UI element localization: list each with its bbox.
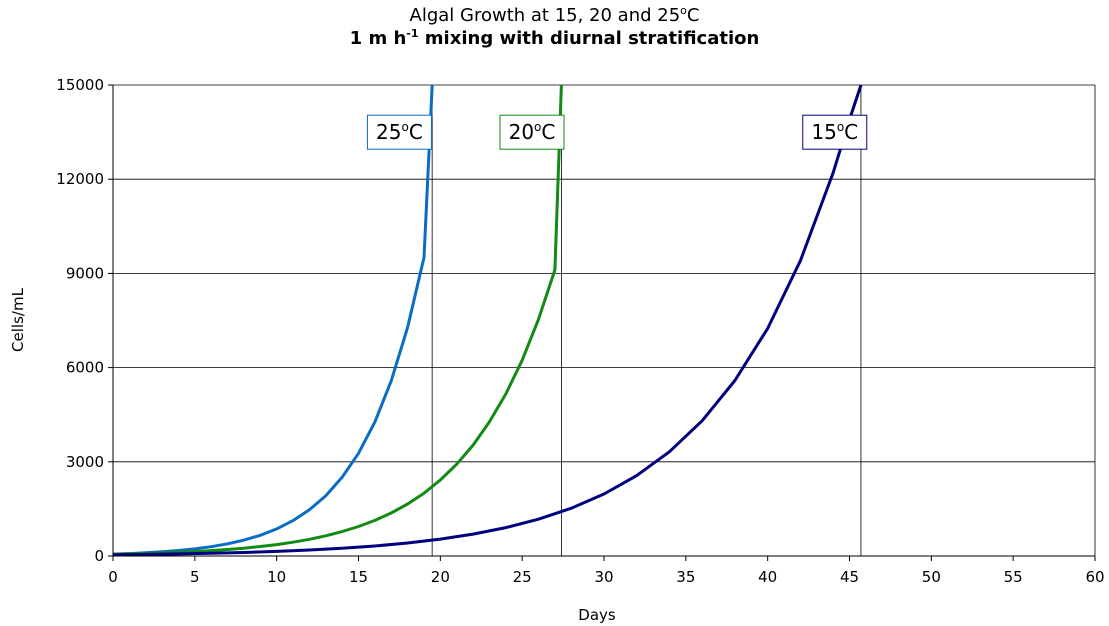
x-axis-label: Days [578,606,616,624]
series-label: 25oC [366,114,432,150]
y-axis-label: Cells/mL [9,287,27,352]
chart-title: Algal Growth at 15, 20 and 25oC [409,4,700,26]
y-tick-label: 6000 [66,359,104,377]
series-label-text: 15oC [811,120,858,144]
x-tick-label: 25 [513,568,532,586]
axes: 0 3000 6000 9000 12000 15000 0 5 10 15 20 25 30 35 40 4… [56,76,1104,586]
x-tick-label: 35 [676,568,695,586]
x-tick-label: 55 [1004,568,1023,586]
x-tick-label: 5 [190,568,200,586]
series-lines [112,84,863,557]
x-tick-label: 15 [349,568,368,586]
x-tick-label: 0 [108,568,118,586]
x-tick-label: 10 [267,568,286,586]
x-tick-label: 30 [594,568,613,586]
x-tick-label: 40 [758,568,777,586]
y-tick-label: 12000 [56,170,104,188]
series-label-text: 25oC [376,120,423,144]
gridlines [113,84,1095,463]
series-line [112,84,434,556]
y-tick-label: 0 [94,547,104,565]
series-line [112,84,863,557]
threshold-markers [431,85,862,556]
x-tick-label: 20 [431,568,450,586]
x-tick-label: 60 [1085,568,1104,586]
series-label-box [802,114,868,150]
series-label-text: 20oC [509,120,556,144]
x-tick-label: 50 [922,568,941,586]
x-tick-label: 45 [840,568,859,586]
y-tick-label: 15000 [56,76,104,94]
series-labels: 25oC 20oC 15oC [366,114,868,150]
y-tick-label: 3000 [66,453,104,471]
series-label: 20oC [499,114,565,150]
y-tick-label: 9000 [66,264,104,282]
series-label-box [499,114,565,150]
series-line [112,84,563,556]
series-label-box [366,114,432,150]
chart-subtitle: 1 m h-1 mixing with diurnal stratificati… [349,27,760,49]
series-label: 15oC [802,114,868,150]
